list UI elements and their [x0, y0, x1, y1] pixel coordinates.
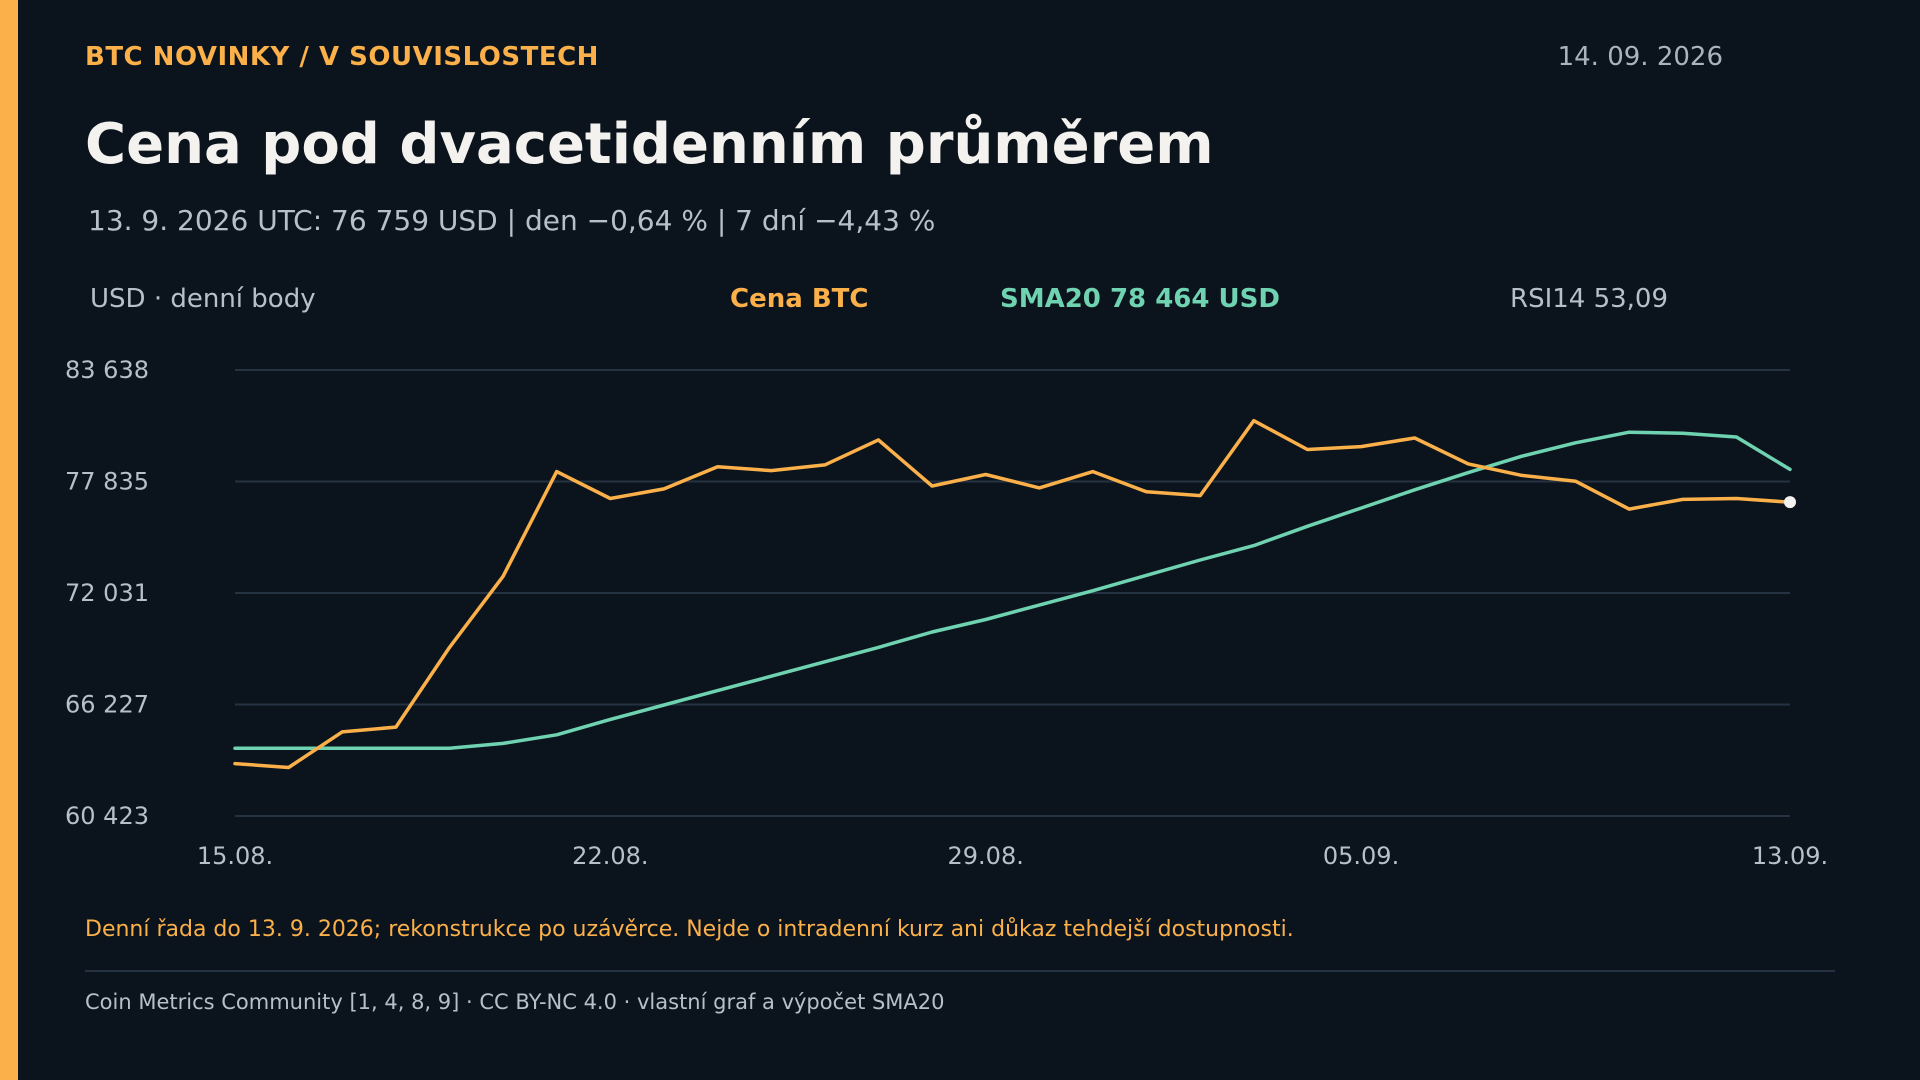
y-tick-label: 72 031 [65, 579, 149, 607]
x-tick-label: 13.09. [1752, 842, 1828, 870]
price-chart: 83 638 77 835 72 031 66 227 60 423 15.08. 22.0… [65, 356, 1828, 870]
y-tick-label: 77 835 [65, 467, 149, 495]
source-credit: Coin Metrics Community [1, 4, 8, 9] · CC… [85, 990, 945, 1014]
price-summary: 13. 9. 2026 UTC: 76 759 USD | den −0,64 … [88, 204, 936, 237]
unit-label: USD · denní body [90, 284, 316, 314]
y-tick-label: 66 227 [65, 690, 149, 718]
publish-date: 14. 09. 2026 [1557, 42, 1723, 72]
accent-bar [0, 0, 18, 1080]
x-tick-label: 15.08. [197, 842, 273, 870]
page-title: Cena pod dvacetidenním průměrem [85, 112, 1214, 177]
y-tick-label: 83 638 [65, 356, 149, 384]
last-price-marker [1784, 496, 1796, 509]
btc-price-line [233, 418, 1792, 770]
legend-rsi14: RSI14 53,09 [1510, 284, 1669, 314]
legend-btc: Cena BTC [730, 284, 869, 314]
sma20-line [233, 430, 1792, 750]
section-kicker: BTC NOVINKY / V SOUVISLOSTECH [85, 42, 599, 72]
footer-divider [85, 970, 1835, 972]
data-note: Denní řada do 13. 9. 2026; rekonstrukce … [85, 917, 1294, 942]
y-tick-label: 60 423 [65, 802, 149, 830]
legend-sma20: SMA20 78 464 USD [1000, 284, 1280, 314]
x-tick-label: 22.08. [572, 842, 648, 870]
x-tick-label: 29.08. [948, 842, 1024, 870]
x-tick-label: 05.09. [1323, 842, 1399, 870]
